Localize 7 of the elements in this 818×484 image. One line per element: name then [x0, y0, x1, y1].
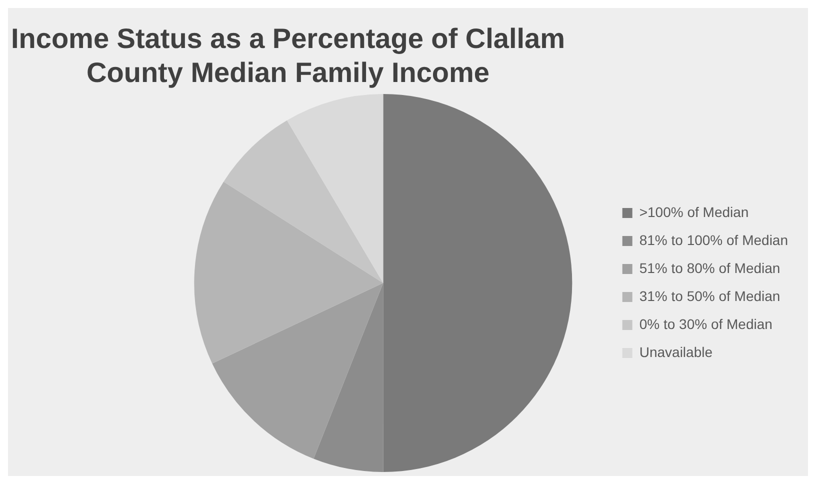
legend-label: 0% to 30% of Median: [639, 316, 772, 332]
legend-label: 51% to 80% of Median: [639, 260, 780, 276]
chart-title: Income Status as a Percentage of Clallam County Median Family Income: [10, 22, 566, 90]
legend-label: 81% to 100% of Median: [639, 232, 788, 248]
legend-label: Unavailable: [639, 344, 713, 360]
legend-label: >100% of Median: [639, 204, 749, 220]
legend-label: 31% to 50% of Median: [639, 288, 780, 304]
